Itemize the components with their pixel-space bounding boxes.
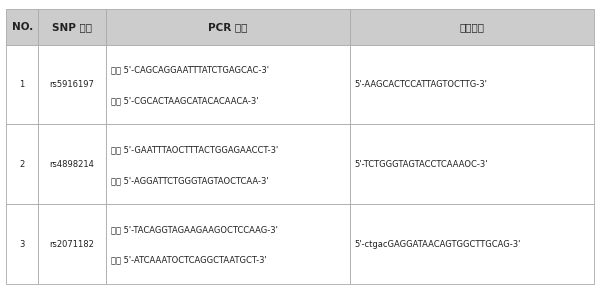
- Bar: [6, 125, 38, 204]
- Bar: [6, 204, 38, 284]
- Text: NO.: NO.: [11, 22, 33, 32]
- Text: 上游 5'-GAATTTAOCTTTACTGGAGAACCT-3': 上游 5'-GAATTTAOCTTTACTGGAGAACCT-3': [111, 146, 278, 154]
- Bar: [38, 45, 106, 125]
- Text: 延伸引物: 延伸引物: [460, 22, 484, 32]
- Bar: [38, 204, 106, 284]
- Text: 5'-TCTGGGTAGTACCTCAAAOC-3': 5'-TCTGGGTAGTACCTCAAAOC-3': [355, 160, 488, 169]
- Text: rs2071182: rs2071182: [50, 240, 95, 249]
- Text: 下游 5'-ATCAAATOCTCAGGCTAATGCT-3': 下游 5'-ATCAAATOCTCAGGCTAATGCT-3': [111, 256, 266, 265]
- Text: 5'-AAGCACTCCATTAGTOCTTG-3': 5'-AAGCACTCCATTAGTOCTTG-3': [355, 80, 488, 89]
- Bar: [350, 204, 594, 284]
- Bar: [6, 9, 38, 45]
- Text: 上游 5'-CAGCAGGAATTTATCTGAGCAC-3': 上游 5'-CAGCAGGAATTTATCTGAGCAC-3': [111, 66, 269, 75]
- Bar: [350, 125, 594, 204]
- Bar: [38, 125, 106, 204]
- Text: 下游 5'-CGCACTAAGCATACACAACA-3': 下游 5'-CGCACTAAGCATACACAACA-3': [111, 96, 258, 105]
- Bar: [350, 45, 594, 125]
- Text: 5'-ctgacGAGGATAACAGTGGCTTGCAG-3': 5'-ctgacGAGGATAACAGTGGCTTGCAG-3': [355, 240, 521, 249]
- Bar: [106, 204, 350, 284]
- Text: 3: 3: [19, 240, 25, 249]
- Text: PCR 引物: PCR 引物: [208, 22, 248, 32]
- Text: 1: 1: [20, 80, 25, 89]
- Bar: [6, 45, 38, 125]
- Text: 下游 5'-AGGATTCTGGGTAGTAOCTCAA-3': 下游 5'-AGGATTCTGGGTAGTAOCTCAA-3': [111, 176, 268, 185]
- Text: SNP 位点: SNP 位点: [52, 22, 92, 32]
- Text: 上游 5'-TACAGGTAGAAGAAGOCTCCAAG-3': 上游 5'-TACAGGTAGAAGAAGOCTCCAAG-3': [111, 225, 278, 234]
- Text: 2: 2: [20, 160, 25, 169]
- Bar: [106, 9, 350, 45]
- Bar: [38, 9, 106, 45]
- Text: rs4898214: rs4898214: [50, 160, 95, 169]
- Bar: [106, 45, 350, 125]
- Bar: [350, 9, 594, 45]
- Bar: [106, 125, 350, 204]
- Text: rs5916197: rs5916197: [50, 80, 95, 89]
